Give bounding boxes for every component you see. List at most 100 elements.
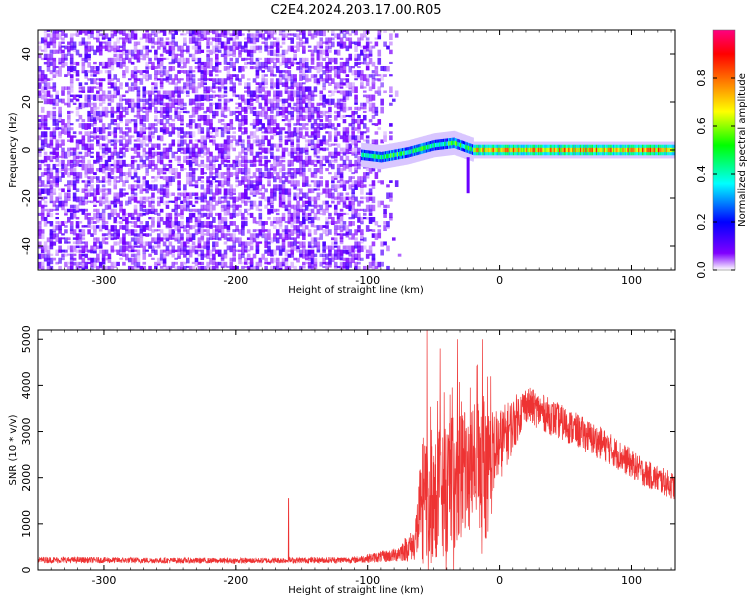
spectrogram-cell: [154, 102, 158, 105]
spectrogram-cell: [226, 172, 231, 178]
spectrogram-cell: [270, 57, 274, 64]
spectrogram-cell: [377, 49, 382, 57]
spectrogram-cell: [307, 135, 312, 138]
spectrogram-cell: [197, 127, 202, 135]
spectrogram-cell: [302, 261, 306, 266]
spectrogram-cell: [206, 253, 210, 260]
spectrogram-cell: [125, 66, 129, 73]
spectrogram-cell: [244, 184, 248, 188]
spectrogram-cell: [174, 208, 178, 216]
spectrogram-cell: [194, 245, 199, 249]
spectrogram-cell: [104, 106, 109, 114]
spectrogram-cell: [275, 237, 280, 244]
spectrogram-cell: [284, 78, 289, 84]
spectrogram-cell: [258, 61, 263, 69]
spectrogram-cell: [249, 53, 254, 58]
spectrogram-cell: [535, 147, 538, 153]
spectrogram-cell: [154, 94, 158, 102]
spectrogram-cell: [354, 180, 358, 185]
spectrogram-cell: [197, 33, 202, 37]
spectrogram-cell: [226, 204, 231, 210]
spectrogram-cell: [310, 216, 315, 224]
spectrogram-cell: [377, 180, 382, 184]
spectrogram-cell: [333, 257, 338, 260]
spectrogram-cell: [342, 33, 347, 39]
spectrogram-cell: [214, 249, 219, 255]
spectrogram-cell: [90, 114, 94, 122]
spectrogram-cell: [284, 265, 289, 270]
spectrogram-cell: [151, 61, 155, 69]
spectrogram-cell: [360, 33, 364, 38]
spectrogram-cell: [156, 159, 161, 164]
spectrogram-cell: [194, 49, 199, 55]
spectrogram-cell: [84, 180, 89, 188]
spectrogram-cell: [130, 102, 135, 108]
spectrogram-cell: [43, 221, 48, 227]
spectrogram-cell: [185, 78, 190, 82]
spectrogram-cell: [159, 57, 164, 62]
spectrogram-cell: [273, 168, 277, 175]
spectrogram-cell: [241, 192, 245, 199]
spectrogram-cell: [174, 106, 178, 112]
spectrogram-cell: [46, 261, 51, 266]
spectrogram-cell: [325, 180, 329, 186]
spectrogram-cell: [255, 245, 260, 252]
spectrogram-cell: [255, 37, 260, 43]
spectrogram-cell: [148, 241, 152, 249]
spectrogram-cell: [206, 119, 210, 126]
spectrogram-cell: [636, 147, 639, 153]
spectrogram-cell: [246, 94, 251, 97]
spectrogram-cell: [133, 159, 138, 163]
spectrogram-cell: [46, 249, 51, 255]
spectrogram-cell: [275, 57, 280, 63]
spectrogram-cell: [43, 168, 48, 172]
spectrogram-cell: [229, 163, 234, 168]
spectrogram-cell: [339, 208, 344, 212]
spectrogram-cell: [203, 192, 207, 199]
spectrogram-cell: [38, 184, 42, 187]
spectrogram-cell: [325, 110, 329, 114]
spectrogram-cell: [156, 172, 161, 176]
spectrogram-cell: [156, 110, 161, 114]
spectrogram-cell: [244, 208, 248, 213]
spectrogram-cell: [107, 102, 112, 106]
spectrogram-cell: [229, 74, 234, 80]
spectrogram-cell: [119, 110, 123, 118]
spectrogram-cell: [632, 147, 635, 153]
spectrogram-cell: [203, 114, 207, 121]
spectrogram-cell: [220, 180, 225, 187]
spectrogram-cell: [377, 168, 382, 173]
spectrogram-cell: [40, 106, 45, 113]
spectrogram-cell: [354, 184, 358, 190]
spectrogram-cell: [339, 114, 344, 120]
spectrogram-cell: [235, 155, 239, 161]
spectrogram-cell: [238, 249, 242, 253]
spectrogram-cell: [223, 233, 228, 240]
spectrogram-cell: [209, 131, 213, 135]
spectrogram-cell: [273, 90, 277, 97]
spectrogram-cell: [130, 49, 135, 57]
spectrogram-cell: [281, 30, 286, 33]
spectrogram-cell: [371, 123, 376, 126]
spectrogram-cell: [49, 155, 54, 162]
spectrogram-cell: [380, 180, 384, 185]
spectrogram-cell: [244, 176, 248, 182]
spectrogram-cell: [368, 86, 373, 92]
spectrogram-cell: [145, 225, 149, 231]
spectrogram-cell: [226, 70, 231, 77]
spectrogram-cell: [223, 123, 228, 130]
spectrogram-cell: [371, 114, 376, 119]
spectrogram-cell: [383, 154, 386, 159]
spectrogram-cell: [342, 61, 347, 67]
spectrogram-cell: [296, 143, 300, 150]
spectrogram-cell: [246, 82, 251, 89]
spectrogram-cell: [281, 151, 286, 157]
spectrogram-cell: [383, 74, 387, 77]
spectrogram-cell: [154, 114, 158, 120]
spectrogram-cell: [168, 147, 173, 152]
spectrogram-cell: [574, 147, 577, 153]
spectrogram-cell: [304, 110, 309, 114]
spectrogram-cell: [96, 94, 100, 101]
spectrogram-cell: [362, 110, 367, 113]
